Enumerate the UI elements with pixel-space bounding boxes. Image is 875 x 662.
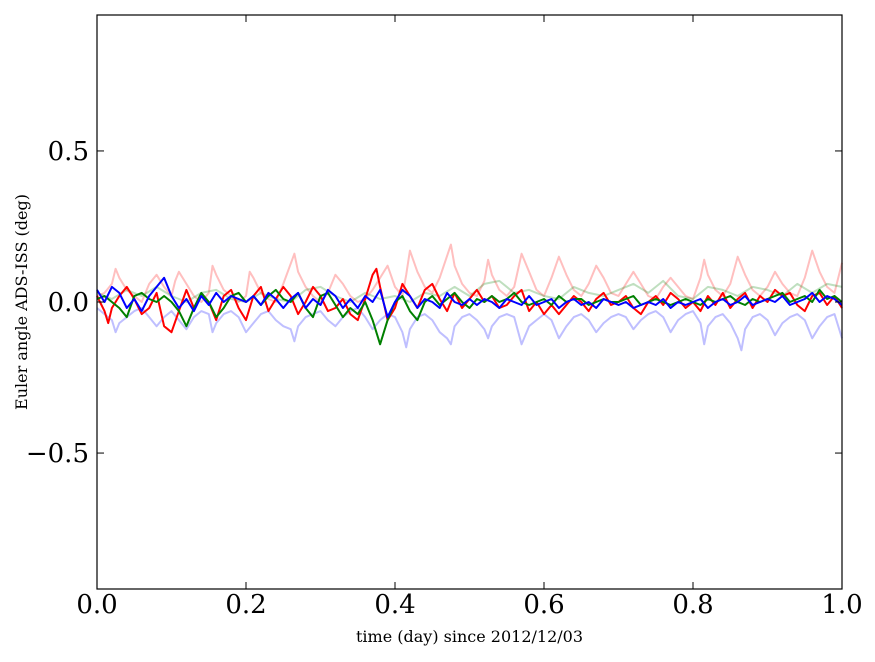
x-axis-label: time (day) since 2012/12/03 [356, 627, 583, 646]
x-tick-label: 0.0 [76, 590, 117, 620]
series-layer [96, 243, 843, 352]
x-tick-label: 0.8 [672, 590, 713, 620]
series-line-4 [96, 267, 843, 334]
series-line-2 [96, 307, 843, 352]
y-tick-label: −0.5 [26, 439, 89, 469]
x-tick-label: 0.4 [374, 590, 415, 620]
y-tick-label: 0.5 [48, 137, 89, 167]
series-line-6 [96, 276, 843, 319]
series-line-3 [96, 279, 843, 303]
x-tick-label: 1.0 [821, 590, 862, 620]
y-axis-label: Euler angle ADS-ISS (deg) [12, 194, 31, 410]
x-tick-label: 0.2 [225, 590, 266, 620]
ticks-layer: 0.0 0.2 0.4 0.6 0.8 1.0 −0.5 0.0 0.5 [26, 15, 863, 620]
y-tick-label: 0.0 [48, 288, 89, 318]
series-line-1 [96, 243, 843, 303]
x-tick-label: 0.6 [523, 590, 564, 620]
